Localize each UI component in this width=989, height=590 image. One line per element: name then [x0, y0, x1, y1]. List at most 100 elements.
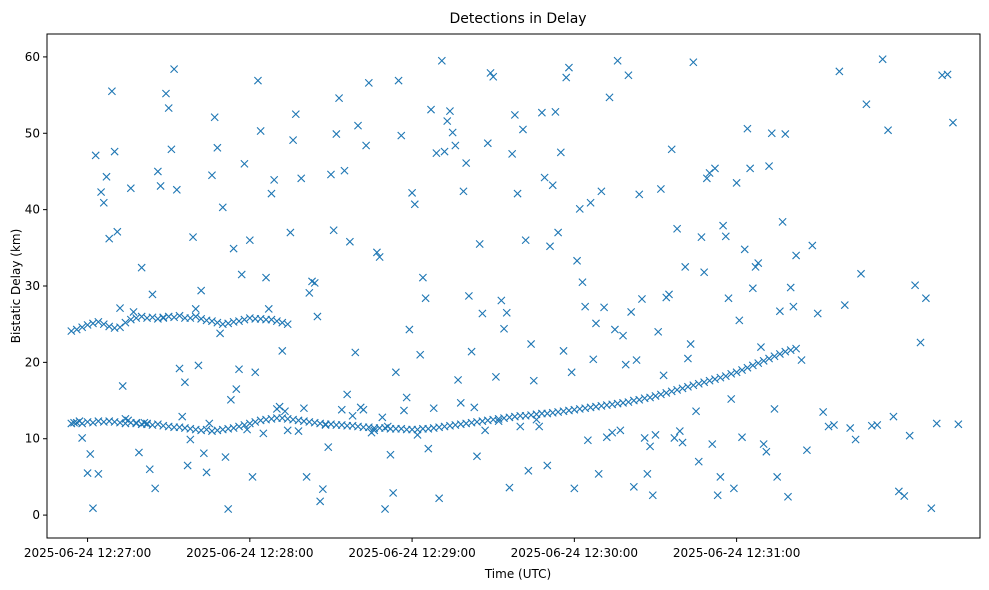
- data-point: [207, 317, 216, 326]
- data-point: [126, 315, 135, 324]
- data-point: [405, 325, 414, 334]
- data-point: [851, 435, 860, 444]
- data-point: [575, 204, 584, 213]
- data-point: [197, 314, 206, 323]
- data-point: [410, 200, 419, 209]
- data-point: [719, 221, 728, 230]
- data-point: [172, 185, 181, 194]
- data-point: [251, 417, 260, 426]
- data-point: [102, 172, 111, 181]
- data-point: [343, 390, 352, 399]
- data-point: [351, 348, 360, 357]
- data-point: [716, 472, 725, 481]
- data-point: [500, 324, 509, 333]
- data-point: [667, 387, 676, 396]
- data-point: [627, 307, 636, 316]
- data-point: [467, 347, 476, 356]
- data-point: [443, 117, 452, 126]
- data-point: [207, 171, 216, 180]
- data-point: [202, 468, 211, 477]
- data-point: [694, 379, 703, 388]
- data-point: [151, 484, 160, 493]
- data-point: [216, 329, 225, 338]
- data-point: [700, 268, 709, 277]
- data-point: [778, 217, 787, 226]
- data-point: [862, 100, 871, 109]
- data-point: [635, 395, 644, 404]
- data-point: [621, 360, 630, 369]
- data-point: [675, 427, 684, 436]
- data-point: [389, 488, 398, 497]
- y-axis-label: Bistatic Delay (km): [9, 229, 23, 344]
- data-point: [278, 318, 287, 327]
- data-point: [318, 485, 327, 494]
- data-point: [705, 168, 714, 177]
- data-point: [408, 188, 417, 197]
- data-point: [294, 427, 303, 436]
- data-point: [240, 315, 249, 324]
- data-point: [943, 70, 952, 79]
- data-point: [132, 418, 141, 427]
- data-point: [954, 420, 963, 429]
- data-point: [321, 420, 330, 429]
- x-axis-ticks: 2025-06-24 12:27:00 2025-06-24 12:28:00 20…: [24, 538, 800, 560]
- data-point: [213, 143, 222, 152]
- data-point: [226, 395, 235, 404]
- data-point: [345, 237, 354, 246]
- data-point: [835, 67, 844, 76]
- data-point: [116, 304, 125, 313]
- data-point: [743, 363, 752, 372]
- data-point: [202, 425, 211, 434]
- data-point: [673, 385, 682, 394]
- data-point: [243, 425, 252, 434]
- data-point: [132, 314, 141, 323]
- data-point: [129, 307, 138, 316]
- data-point: [581, 302, 590, 311]
- data-point: [635, 190, 644, 199]
- data-point: [659, 371, 668, 380]
- data-point: [137, 312, 146, 321]
- data-point: [654, 327, 663, 336]
- data-point: [489, 72, 498, 81]
- data-point: [364, 78, 373, 87]
- data-point: [559, 346, 568, 355]
- data-point: [543, 461, 552, 470]
- data-point: [435, 494, 444, 503]
- data-point: [143, 420, 152, 429]
- data-point: [754, 259, 763, 268]
- data-point: [586, 198, 595, 207]
- data-point: [391, 368, 400, 377]
- data-point: [470, 403, 479, 412]
- data-point: [175, 311, 184, 320]
- data-point: [597, 187, 606, 196]
- data-point: [83, 320, 92, 329]
- data-point: [713, 491, 722, 500]
- data-point: [813, 309, 822, 318]
- data-point: [432, 149, 441, 158]
- data-point: [186, 435, 195, 444]
- data-point: [270, 175, 279, 184]
- data-point: [88, 418, 97, 427]
- data-point: [846, 424, 855, 433]
- data-point: [692, 407, 701, 416]
- data-point: [118, 382, 127, 391]
- x-tick-label: 2025-06-24 12:28:00: [186, 546, 313, 560]
- data-point: [448, 128, 457, 137]
- data-point: [775, 349, 784, 358]
- data-point: [502, 308, 511, 317]
- data-point: [532, 415, 541, 424]
- data-point: [759, 356, 768, 365]
- data-point: [797, 356, 806, 365]
- data-point: [789, 302, 798, 311]
- data-point: [556, 148, 565, 157]
- data-point: [283, 320, 292, 329]
- data-point: [527, 340, 536, 349]
- data-point: [267, 189, 276, 198]
- data-point: [562, 73, 571, 82]
- data-point: [464, 291, 473, 300]
- data-point: [237, 270, 246, 279]
- data-point: [413, 430, 422, 439]
- data-point: [637, 294, 646, 303]
- data-point: [624, 71, 633, 80]
- data-point: [397, 131, 406, 140]
